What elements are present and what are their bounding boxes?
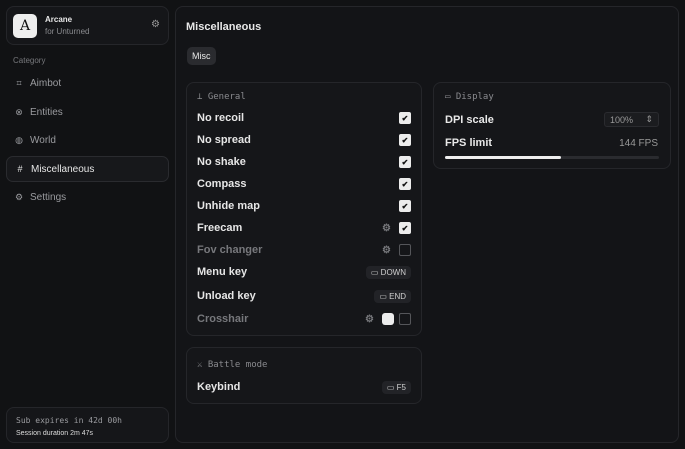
row-no-shake: No shake ✔ xyxy=(197,154,411,170)
row-no-recoil: No recoil ✔ xyxy=(197,110,411,126)
crosshair-icon: ⌗ xyxy=(16,77,22,88)
freecam-checkbox[interactable]: ✔ xyxy=(399,222,411,234)
app-subtitle: for Unturned xyxy=(45,27,90,36)
gear-icon: ⚙ xyxy=(14,191,24,202)
crosshair-gear-icon[interactable]: ⚙ xyxy=(365,313,374,325)
row-label: Compass xyxy=(197,178,247,190)
grid-icon: # xyxy=(17,164,23,174)
fps-slider-fill xyxy=(445,156,561,159)
keyboard-icon: ▭ xyxy=(386,382,395,392)
battle-title: Battle mode xyxy=(207,360,268,370)
general-header: ⊥ General xyxy=(197,92,246,102)
display-header: ▭ Display xyxy=(445,92,494,102)
row-compass: Compass ✔ xyxy=(197,176,411,192)
fov-changer-checkbox[interactable] xyxy=(399,244,411,256)
entities-icon: ⊗ xyxy=(15,106,23,117)
crosshair-color-swatch[interactable] xyxy=(382,313,394,325)
key-value: DOWN xyxy=(380,267,406,277)
page-title: Miscellaneous xyxy=(186,21,262,33)
row-label: No shake xyxy=(197,156,246,168)
no-recoil-checkbox[interactable]: ✔ xyxy=(399,112,411,124)
row-freecam: Freecam ⚙ ✔ xyxy=(197,220,411,236)
row-label: Menu key xyxy=(197,266,248,278)
subscription-footer: Sub expires in 42d 00h Session duration … xyxy=(6,407,169,443)
dpi-label: DPI scale xyxy=(445,114,494,126)
dpi-value: 100% xyxy=(610,114,634,125)
row-label: Unhide map xyxy=(197,200,260,212)
no-shake-checkbox[interactable]: ✔ xyxy=(399,156,411,168)
row-label: Crosshair xyxy=(197,313,249,325)
row-menu-key: Menu key ▭ DOWN xyxy=(197,264,411,280)
keyboard-icon: ▭ xyxy=(379,291,387,301)
compass-checkbox[interactable]: ✔ xyxy=(399,178,411,190)
sidebar-item-label: Miscellaneous xyxy=(31,163,95,175)
app-logo: A xyxy=(13,14,37,38)
fov-gear-icon[interactable]: ⚙ xyxy=(382,244,391,256)
row-keybind: Keybind ▭ F5 xyxy=(197,379,411,395)
battle-keybind-button[interactable]: ▭ F5 xyxy=(381,380,411,394)
row-label: Keybind xyxy=(197,381,241,393)
dpi-select[interactable]: 100% ⇕ xyxy=(604,112,659,127)
sidebar-item-label: Aimbot xyxy=(30,77,62,89)
no-spread-checkbox[interactable]: ✔ xyxy=(399,134,411,146)
battle-mode-card xyxy=(186,347,422,404)
key-value: F5 xyxy=(396,382,406,392)
fps-value: 144 FPS xyxy=(619,138,658,149)
key-value: END xyxy=(389,291,406,301)
crosshair-checkbox[interactable] xyxy=(399,313,411,325)
general-icon: ⊥ xyxy=(197,92,203,102)
sidebar-item-label: Settings xyxy=(30,191,67,203)
row-label: Freecam xyxy=(197,222,243,234)
sidebar-item-miscellaneous[interactable]: # Miscellaneous xyxy=(6,156,169,182)
general-title: General xyxy=(207,92,246,102)
monitor-icon: ▭ xyxy=(445,92,451,102)
keyboard-icon: ▭ xyxy=(370,267,379,277)
row-label: Fov changer xyxy=(197,244,263,256)
battle-icon: ⚔ xyxy=(197,360,203,370)
tab-misc[interactable]: Misc xyxy=(187,47,216,65)
battle-header: ⚔ Battle mode xyxy=(197,360,267,370)
menu-key-button[interactable]: ▭ DOWN xyxy=(365,265,411,279)
fps-slider[interactable] xyxy=(445,156,659,159)
unload-key-button[interactable]: ▭ END xyxy=(374,289,411,303)
row-label: No spread xyxy=(197,134,251,146)
sidebar-item-aimbot[interactable]: ⌗ Aimbot xyxy=(6,70,169,96)
category-label: Category xyxy=(13,56,46,65)
settings-gear-icon[interactable]: ⚙ xyxy=(151,19,160,30)
row-label: Unload key xyxy=(197,290,256,302)
sidebar-item-entities[interactable]: ⊗ Entities xyxy=(6,99,169,125)
sidebar-item-settings[interactable]: ⚙ Settings xyxy=(6,184,169,210)
app-header: A Arcane for Unturned ⚙ xyxy=(6,6,169,45)
row-unhide-map: Unhide map ✔ xyxy=(197,198,411,214)
fps-label: FPS limit xyxy=(445,137,493,149)
sidebar-item-world[interactable]: ◍ World xyxy=(6,127,169,153)
sub-expiry: Sub expires in 42d 00h xyxy=(16,416,122,425)
freecam-gear-icon[interactable]: ⚙ xyxy=(382,222,391,234)
row-label: No recoil xyxy=(197,112,245,124)
row-no-spread: No spread ✔ xyxy=(197,132,411,148)
globe-icon: ◍ xyxy=(15,134,23,145)
chevron-updown-icon: ⇕ xyxy=(645,114,653,124)
row-fov-changer: Fov changer ⚙ xyxy=(197,242,411,258)
display-title: Display xyxy=(455,92,494,102)
unhide-map-checkbox[interactable]: ✔ xyxy=(399,200,411,212)
row-unload-key: Unload key ▭ END xyxy=(197,288,411,304)
sidebar-item-label: Entities xyxy=(30,106,63,118)
session-duration: Session duration 2m 47s xyxy=(16,430,94,437)
app-name: Arcane xyxy=(45,15,73,24)
sidebar-item-label: World xyxy=(30,134,56,146)
row-crosshair: Crosshair ⚙ xyxy=(197,311,411,327)
